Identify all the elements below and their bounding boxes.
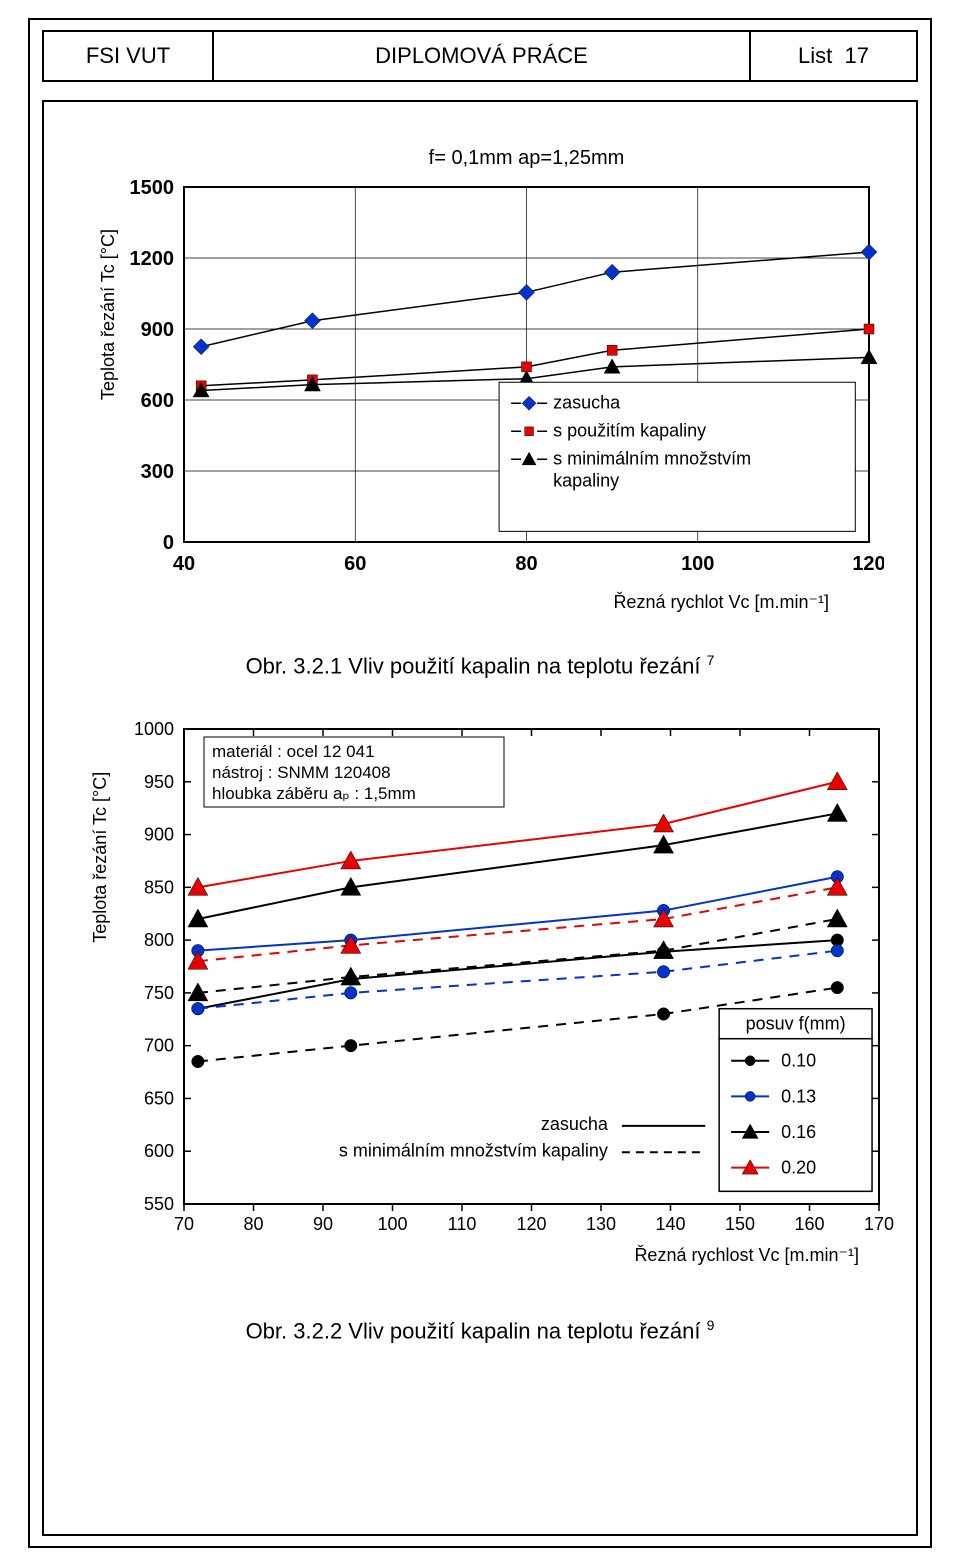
- page-outer-frame: FSI VUT DIPLOMOVÁ PRÁCE List 17 f= 0,1mm…: [28, 18, 932, 1548]
- svg-text:100: 100: [377, 1214, 407, 1234]
- svg-text:550: 550: [144, 1194, 174, 1214]
- svg-text:900: 900: [141, 319, 174, 341]
- svg-text:nástroj : SNMM 120408: nástroj : SNMM 120408: [212, 763, 391, 782]
- chart-1-caption-text: Obr. 3.2.1 Vliv použití kapalin na teplo…: [246, 653, 701, 678]
- svg-text:Teplota řezání Tc [°C]: Teplota řezání Tc [°C]: [90, 772, 110, 943]
- svg-text:700: 700: [144, 1036, 174, 1056]
- svg-text:kapaliny: kapaliny: [553, 470, 619, 490]
- svg-text:0.10: 0.10: [781, 1051, 816, 1071]
- svg-text:1000: 1000: [134, 719, 174, 739]
- svg-text:Řezná rychlot Vc [m.min⁻¹]: Řezná rychlot Vc [m.min⁻¹]: [613, 592, 829, 612]
- svg-text:600: 600: [144, 1142, 174, 1162]
- svg-text:40: 40: [173, 553, 195, 575]
- header-left: FSI VUT: [44, 32, 214, 80]
- svg-text:80: 80: [243, 1214, 263, 1234]
- svg-text:s minimálním množstvím: s minimálním množstvím: [553, 448, 751, 468]
- svg-text:120: 120: [516, 1214, 546, 1234]
- svg-text:0.13: 0.13: [781, 1087, 816, 1107]
- svg-text:hloubka záběru aₚ : 1,5mm: hloubka záběru aₚ : 1,5mm: [212, 784, 416, 803]
- chart-1: f= 0,1mm ap=1,25mm4060801001200300600900…: [94, 142, 884, 622]
- svg-text:0.16: 0.16: [781, 1122, 816, 1142]
- svg-text:750: 750: [144, 983, 174, 1003]
- svg-text:Teplota řezání Tc [°C]: Teplota řezání Tc [°C]: [98, 229, 118, 400]
- svg-text:0.20: 0.20: [781, 1158, 816, 1178]
- svg-text:950: 950: [144, 772, 174, 792]
- svg-text:90: 90: [313, 1214, 333, 1234]
- svg-text:f= 0,1mm ap=1,25mm: f= 0,1mm ap=1,25mm: [429, 147, 625, 169]
- svg-text:160: 160: [794, 1214, 824, 1234]
- svg-text:Řezná rychlost Vc [m.min⁻¹]: Řezná rychlost Vc [m.min⁻¹]: [634, 1245, 859, 1265]
- svg-text:1500: 1500: [130, 177, 175, 199]
- chart-2-caption-text: Obr. 3.2.2 Vliv použití kapalin na teplo…: [246, 1319, 701, 1344]
- svg-text:600: 600: [141, 390, 174, 412]
- svg-text:zasucha: zasucha: [541, 1114, 609, 1134]
- svg-text:materiál : ocel 12 041: materiál : ocel 12 041: [212, 742, 375, 761]
- svg-text:650: 650: [144, 1089, 174, 1109]
- svg-text:zasucha: zasucha: [553, 392, 621, 412]
- header-center: DIPLOMOVÁ PRÁCE: [214, 32, 751, 80]
- chart-2: 70 80 90 100 110 120 130 140 150 160 170 550 600 650 7…: [84, 719, 894, 1279]
- chart-2-caption-sup: 9: [707, 1317, 715, 1333]
- chart-1-caption: Obr. 3.2.1 Vliv použití kapalin na teplo…: [64, 652, 896, 679]
- chart-2-caption: Obr. 3.2.2 Vliv použití kapalin na teplo…: [64, 1317, 896, 1344]
- svg-text:s použitím kapaliny: s použitím kapaliny: [553, 420, 706, 440]
- svg-text:140: 140: [655, 1214, 685, 1234]
- svg-text:80: 80: [515, 553, 537, 575]
- header-right-num: 17: [845, 43, 869, 69]
- svg-text:130: 130: [586, 1214, 616, 1234]
- svg-text:100: 100: [681, 553, 714, 575]
- chart-1-caption-sup: 7: [707, 652, 715, 668]
- svg-text:850: 850: [144, 878, 174, 898]
- svg-text:0: 0: [163, 532, 174, 554]
- page-body: f= 0,1mm ap=1,25mm4060801001200300600900…: [42, 100, 918, 1536]
- svg-text:120: 120: [852, 553, 884, 575]
- svg-text:300: 300: [141, 461, 174, 483]
- svg-text:900: 900: [144, 825, 174, 845]
- svg-text:150: 150: [725, 1214, 755, 1234]
- svg-text:110: 110: [448, 1214, 477, 1234]
- header-right-prefix: List: [798, 43, 832, 69]
- page-header: FSI VUT DIPLOMOVÁ PRÁCE List 17: [42, 30, 918, 82]
- svg-text:s minimálním množstvím kapalin: s minimálním množstvím kapaliny: [339, 1141, 608, 1161]
- header-right: List 17: [751, 32, 916, 80]
- svg-text:70: 70: [174, 1214, 194, 1234]
- svg-text:170: 170: [864, 1214, 894, 1234]
- svg-text:1200: 1200: [130, 248, 175, 270]
- svg-text:posuv f(mm): posuv f(mm): [746, 1014, 846, 1034]
- svg-text:60: 60: [344, 553, 366, 575]
- svg-text:800: 800: [144, 930, 174, 950]
